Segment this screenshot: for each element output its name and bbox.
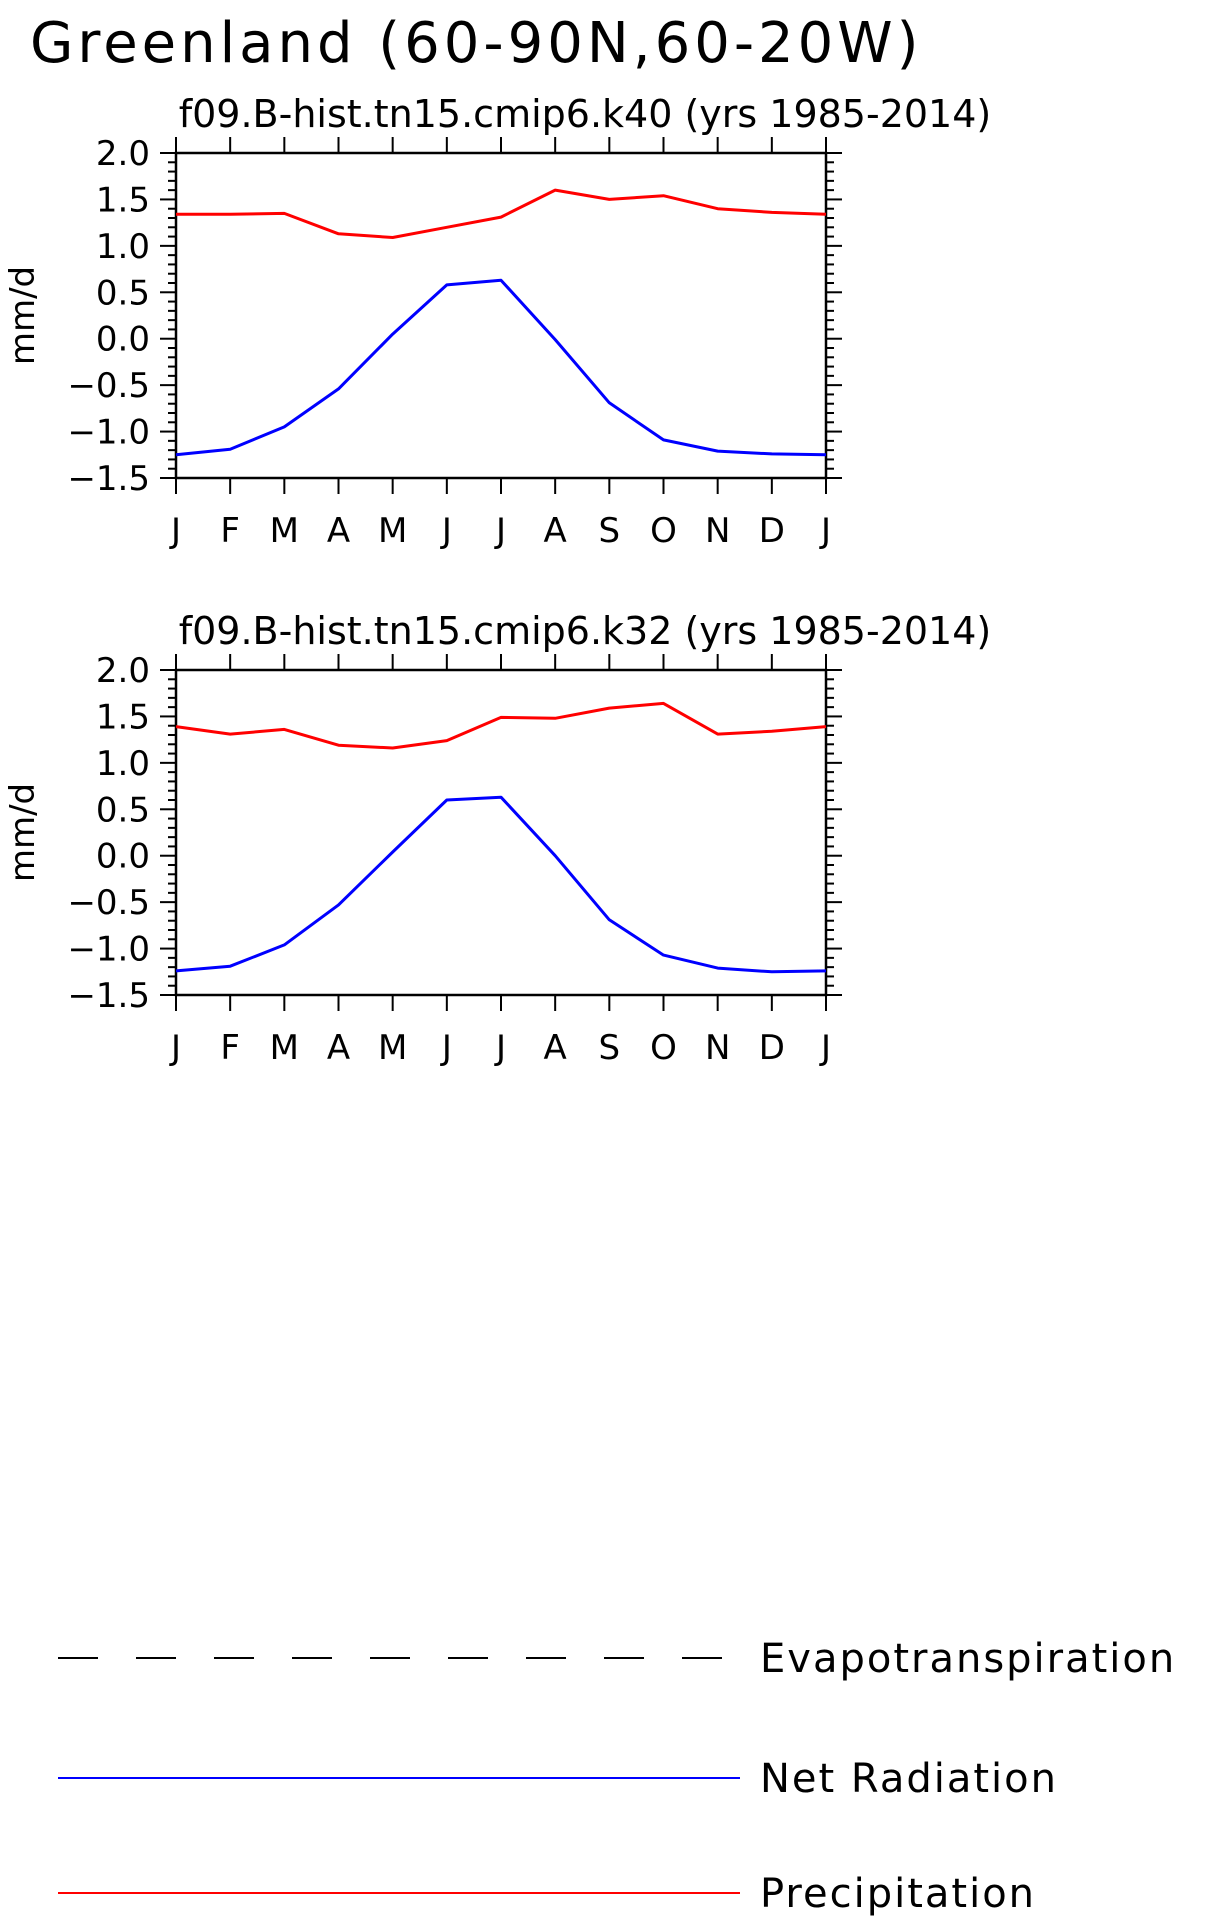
- figure-title: Greenland (60-90N,60-20W): [30, 11, 923, 76]
- x-tick-label: J: [440, 1028, 452, 1068]
- x-tick-label: J: [169, 511, 181, 551]
- y-axis-label: mm/d: [3, 266, 43, 365]
- y-tick-label: −1.0: [67, 930, 150, 970]
- panel-title: f09.B-hist.tn15.cmip6.k32 (yrs 1985-2014…: [179, 609, 991, 653]
- x-tick-label: M: [378, 511, 407, 551]
- x-tick-label: J: [494, 511, 506, 551]
- x-tick-label: F: [220, 511, 240, 551]
- y-tick-label: −1.0: [67, 413, 150, 453]
- y-tick-label: −0.5: [67, 366, 150, 406]
- y-tick-label: 0.5: [96, 790, 150, 830]
- legend-item-evapotranspiration: Evapotranspiration: [58, 1636, 1176, 1682]
- series-net-radiation: [175, 795, 827, 974]
- legend-item-net-radiation: Net Radiation: [58, 1756, 1058, 1802]
- x-tick-label: O: [650, 1028, 677, 1068]
- legend-label: Precipitation: [760, 1871, 1036, 1917]
- y-tick-label: 1.5: [96, 180, 150, 220]
- x-tick-label: S: [599, 1028, 621, 1068]
- x-tick-label: A: [544, 511, 567, 551]
- x-tick-label: N: [705, 511, 730, 551]
- y-tick-label: 0.0: [96, 837, 150, 877]
- legend-item-precipitation: Precipitation: [58, 1871, 1036, 1917]
- y-tick-label: 0.0: [96, 320, 150, 360]
- legend-label: Evapotranspiration: [760, 1636, 1176, 1682]
- x-tick-label: A: [327, 511, 350, 551]
- y-tick-label: −0.5: [67, 883, 150, 923]
- x-tick-label: F: [220, 1028, 240, 1068]
- legend-label: Net Radiation: [760, 1756, 1058, 1802]
- panel-title: f09.B-hist.tn15.cmip6.k40 (yrs 1985-2014…: [179, 92, 991, 136]
- x-tick-label: M: [378, 1028, 407, 1068]
- series-line: [175, 701, 827, 750]
- x-tick-label: D: [759, 1028, 785, 1068]
- chart-panel-1: f09.B-hist.tn15.cmip6.k40 (yrs 1985-2014…: [3, 92, 991, 551]
- x-tick-label: O: [650, 511, 677, 551]
- y-tick-label: −1.5: [67, 459, 150, 499]
- x-tick-label: N: [705, 1028, 730, 1068]
- y-axis-label: mm/d: [3, 783, 43, 882]
- chart-panels: f09.B-hist.tn15.cmip6.k40 (yrs 1985-2014…: [3, 92, 991, 1068]
- series-line: [175, 795, 827, 974]
- x-tick-label: M: [270, 1028, 299, 1068]
- series-precipitation: [175, 701, 827, 750]
- legend: Evapotranspiration Net Radiation Precipita…: [58, 1636, 1176, 1917]
- y-tick-label: 1.0: [96, 744, 150, 784]
- y-tick-label: 1.0: [96, 227, 150, 267]
- chart-panel-2: f09.B-hist.tn15.cmip6.k32 (yrs 1985-2014…: [3, 609, 991, 1068]
- y-tick-label: 2.0: [96, 651, 150, 691]
- series-line: [175, 278, 827, 457]
- series-precipitation: [175, 188, 827, 239]
- series-net-radiation: [175, 278, 827, 457]
- x-tick-label: S: [599, 511, 621, 551]
- x-tick-label: J: [494, 1028, 506, 1068]
- y-tick-label: 1.5: [96, 697, 150, 737]
- x-tick-label: D: [759, 511, 785, 551]
- series-line: [176, 188, 827, 239]
- y-tick-label: 2.0: [96, 134, 150, 174]
- x-tick-label: A: [544, 1028, 567, 1068]
- x-tick-label: J: [169, 1028, 181, 1068]
- y-tick-label: 0.5: [96, 273, 150, 313]
- x-tick-label: A: [327, 1028, 350, 1068]
- x-tick-label: J: [819, 511, 831, 551]
- plot-frame: [174, 151, 828, 480]
- x-tick-label: J: [819, 1028, 831, 1068]
- y-tick-label: −1.5: [67, 976, 150, 1016]
- x-tick-label: M: [270, 511, 299, 551]
- x-tick-label: J: [440, 511, 452, 551]
